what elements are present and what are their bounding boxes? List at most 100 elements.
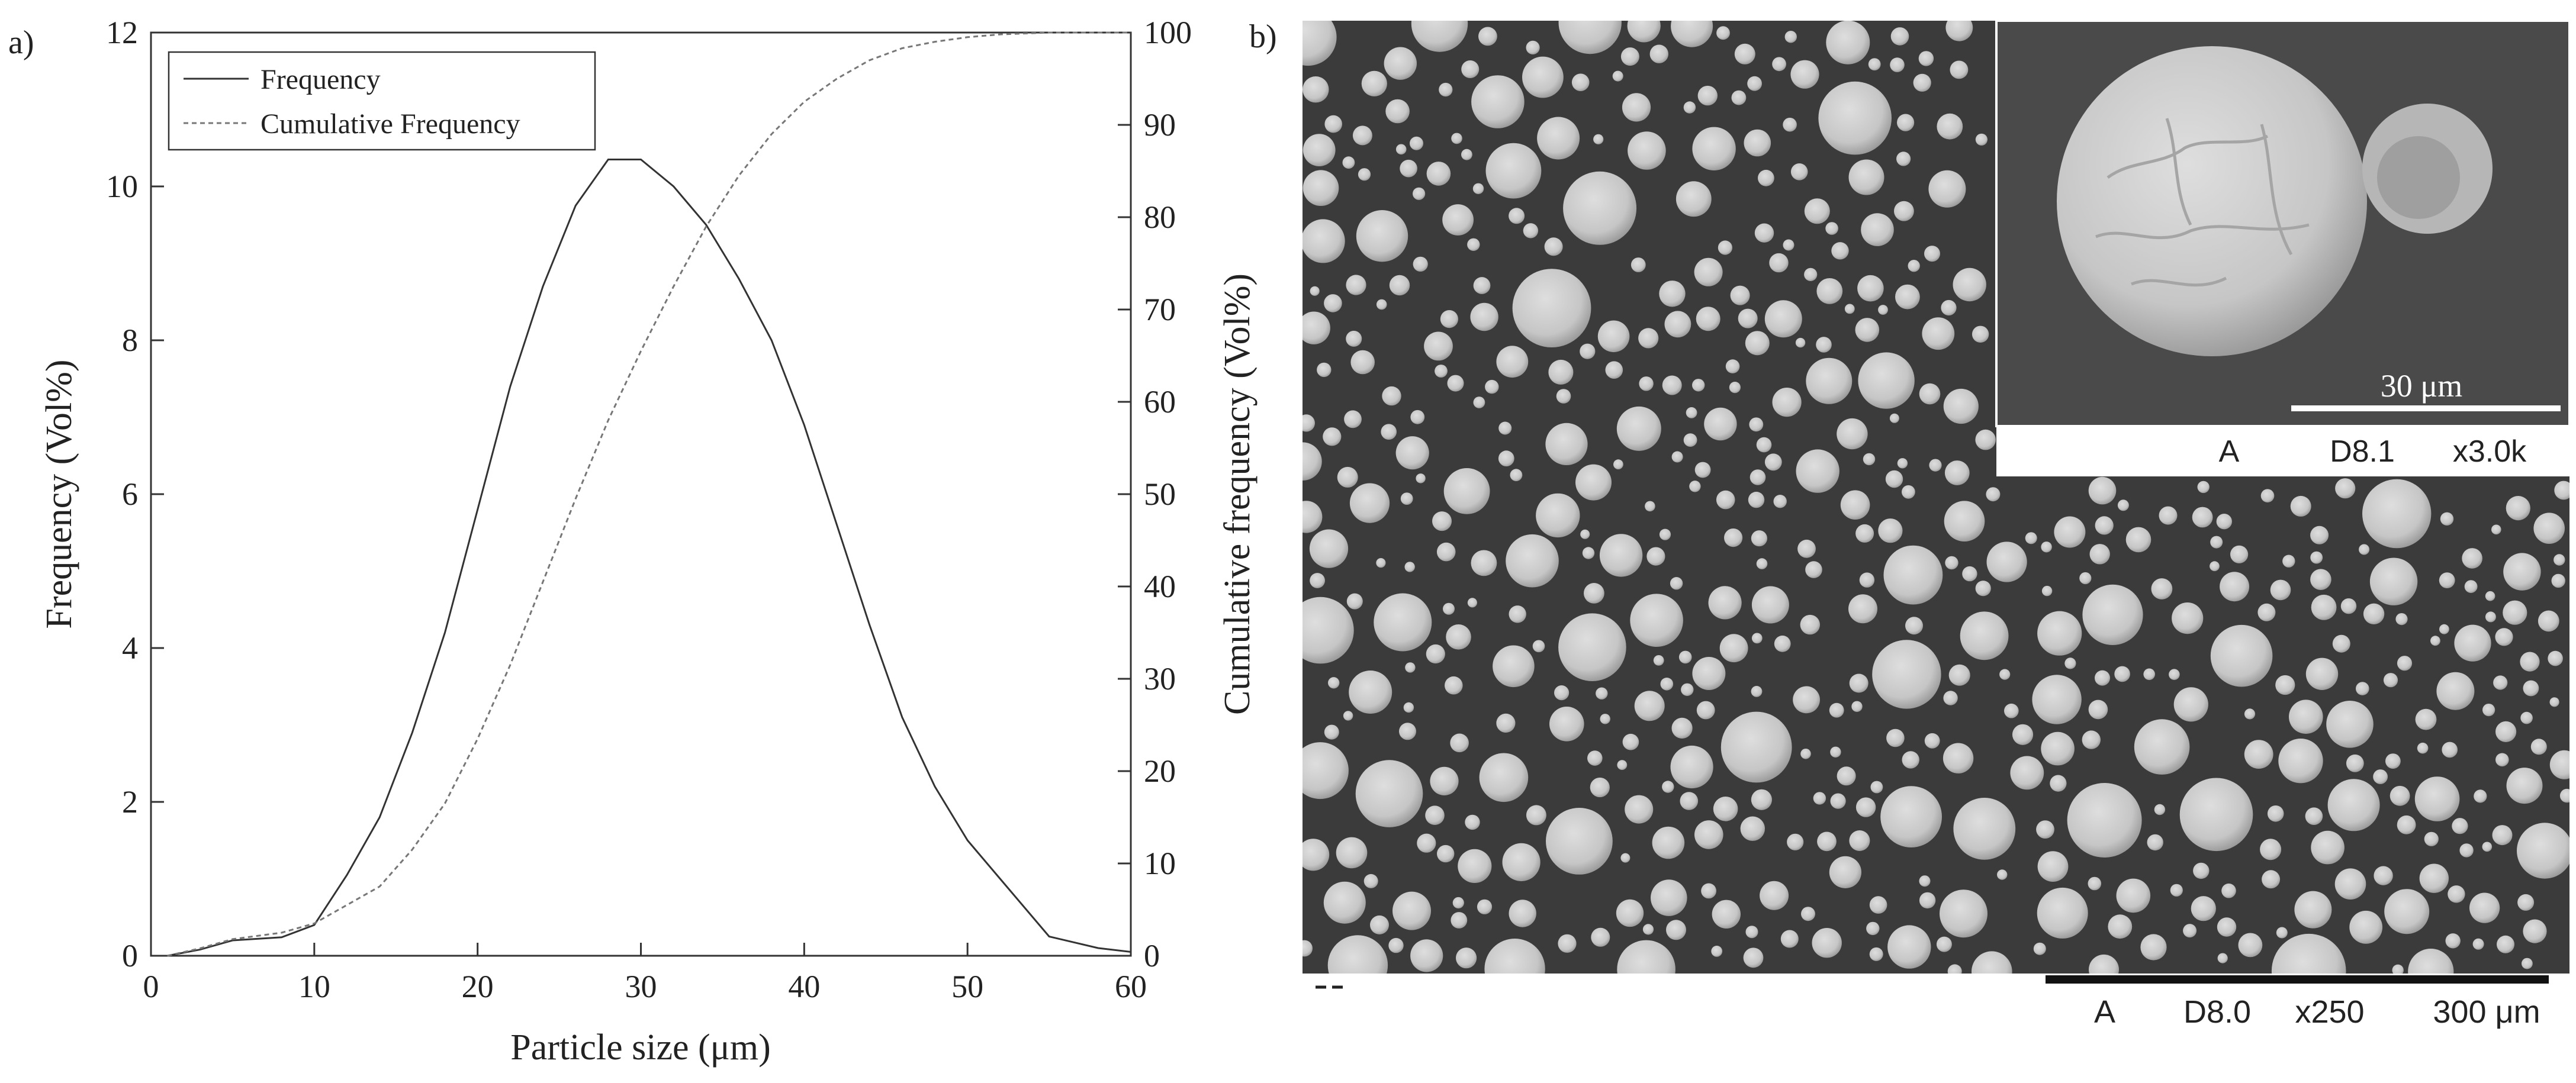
powder-particle: [1470, 302, 1498, 331]
powder-particle: [1344, 410, 1362, 428]
powder-particle: [2327, 779, 2380, 831]
powder-particle: [1556, 389, 1571, 404]
powder-particle: [1953, 798, 2016, 860]
powder-particle: [1660, 678, 1674, 691]
powder-particle: [2464, 580, 2478, 593]
powder-particle: [1975, 429, 1996, 450]
powder-particle: [1872, 640, 1941, 709]
powder-particle: [1868, 58, 1881, 70]
powder-particle: [1830, 746, 1841, 758]
powder-particle: [1349, 483, 1390, 523]
powder-particle: [1772, 57, 1787, 72]
powder-particle: [1395, 436, 1429, 470]
powder-particle: [1446, 624, 1471, 650]
powder-particle: [1622, 93, 1651, 122]
powder-particle: [1696, 307, 1720, 331]
powder-particle: [2559, 788, 2569, 803]
powder-particle: [1303, 940, 1313, 957]
y2-tick-label: 80: [1144, 199, 1176, 235]
powder-particle: [1405, 662, 1416, 673]
powder-particle: [1370, 915, 1389, 934]
powder-particle: [1902, 485, 1915, 499]
powder-particle: [1439, 82, 1453, 97]
powder-particle: [2326, 701, 2374, 748]
powder-particle: [2244, 740, 2273, 769]
powder-particle: [2448, 885, 2465, 903]
powder-particle: [2395, 613, 2408, 626]
powder-particle: [1889, 413, 1899, 423]
powder-particle: [1303, 170, 1339, 207]
panel-label-b: b): [1249, 18, 1277, 55]
powder-particle: [2260, 489, 2275, 502]
powder-particle: [1880, 786, 1943, 847]
y-tick-label: 8: [122, 323, 138, 358]
powder-particle: [2095, 670, 2110, 686]
powder-particle: [2436, 672, 2475, 710]
powder-particle: [2154, 804, 2166, 816]
powder-particle: [2169, 669, 2180, 680]
powder-particle: [1826, 21, 1870, 65]
powder-particle: [1756, 437, 1772, 453]
legend-label-frequency: Frequency: [261, 64, 381, 95]
powder-particle: [2089, 954, 2119, 974]
powder-particle: [1708, 586, 1742, 620]
powder-particle: [2493, 675, 2508, 690]
powder-particle: [1659, 528, 1671, 540]
powder-particle: [1796, 449, 1839, 493]
legend-box: [168, 51, 596, 151]
powder-particle: [2506, 768, 2543, 804]
powder-particle: [1376, 299, 1387, 310]
powder-particle: [1410, 136, 1423, 150]
powder-particle: [2424, 831, 2439, 846]
powder-particle: [1837, 766, 1856, 786]
sem-micrograph: 30 μm A D8.1 x3.0k A D8.0 x250 300 μm: [1303, 20, 2571, 1030]
powder-particle: [1936, 936, 1952, 952]
panel-label-a: a): [8, 24, 34, 61]
powder-particle: [1584, 583, 1604, 604]
powder-particle: [1694, 462, 1711, 478]
powder-particle: [1751, 789, 1772, 810]
powder-particle: [1450, 733, 1469, 753]
powder-particle: [1701, 883, 1717, 899]
powder-particle: [2082, 730, 2101, 749]
powder-particle: [1445, 676, 1463, 695]
powder-particle: [1683, 433, 1697, 447]
powder-particle: [1830, 793, 1846, 809]
powder-particle: [2385, 753, 2401, 769]
powder-particle: [1769, 253, 1789, 273]
powder-particle: [2310, 569, 2331, 590]
powder-particle: [2408, 949, 2454, 974]
powder-particle: [2114, 666, 2130, 682]
powder-particle: [1944, 460, 1970, 485]
powder-particle: [2346, 754, 2364, 772]
powder-particle: [1784, 31, 1797, 43]
powder-particle: [2088, 476, 2117, 505]
powder-particle: [2419, 863, 2449, 893]
powder-particle: [1848, 159, 1884, 195]
powder-particle: [1738, 308, 1758, 328]
powder-particle: [2088, 876, 2102, 891]
powder-particle: [1887, 925, 1931, 969]
powder-particle: [2335, 478, 2356, 499]
powder-particle: [1817, 831, 1837, 852]
y2-tick-label: 60: [1144, 384, 1176, 420]
powder-particle: [1638, 328, 1659, 349]
powder-particle: [2415, 708, 2437, 730]
powder-particle: [1337, 466, 1358, 488]
powder-particle: [1756, 558, 1768, 569]
powder-particle: [1919, 875, 1931, 887]
powder-particle: [1411, 21, 1468, 52]
powder-particle: [1919, 383, 1941, 405]
powder-particle: [1840, 490, 1870, 520]
powder-particle: [1310, 573, 1326, 588]
powder-particle: [1509, 900, 1536, 927]
y-axis-ticks: 0 2 4 6 8 10 12: [106, 15, 164, 974]
powder-particle: [2472, 938, 2484, 950]
powder-particle: [1751, 686, 1763, 697]
series-layer: [167, 31, 1131, 957]
powder-particle: [1754, 223, 1774, 243]
powder-particle: [1929, 459, 1942, 472]
powder-particle: [1582, 547, 1595, 559]
powder-particle: [1902, 751, 1919, 769]
powder-particle: [2036, 820, 2054, 839]
